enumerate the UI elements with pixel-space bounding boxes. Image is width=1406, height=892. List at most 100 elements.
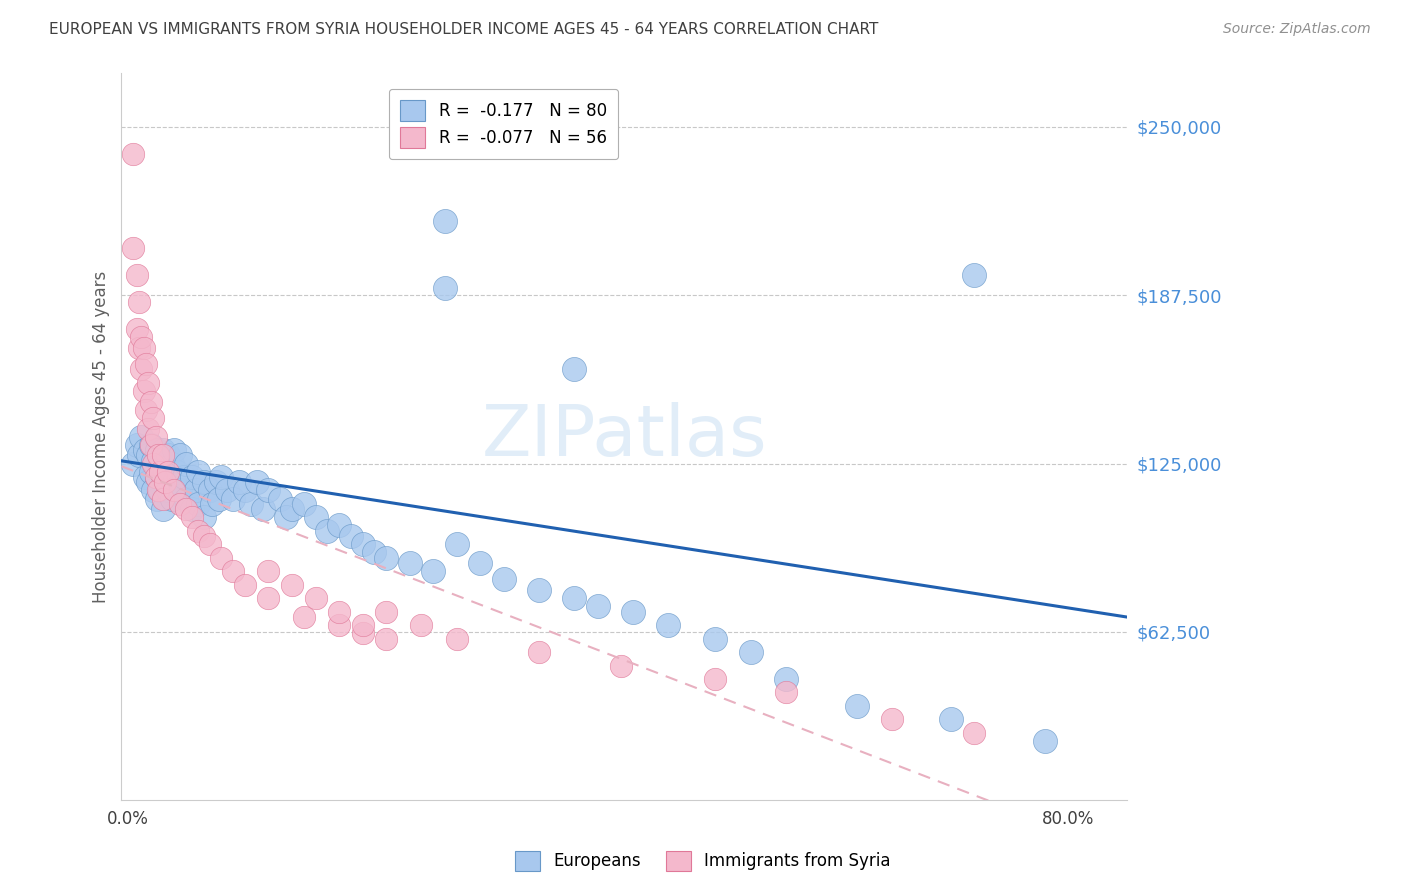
Point	[292, 610, 315, 624]
Legend: R =  -0.177   N = 80, R =  -0.077   N = 56: R = -0.177 N = 80, R = -0.077 N = 56	[388, 88, 619, 160]
Point	[142, 457, 165, 471]
Point	[166, 465, 188, 479]
Point	[239, 497, 262, 511]
Point	[122, 146, 145, 161]
Point	[562, 591, 585, 606]
Point	[139, 438, 162, 452]
Point	[740, 645, 762, 659]
Point	[398, 556, 420, 570]
Point	[125, 268, 148, 282]
Point	[527, 583, 550, 598]
Point	[145, 470, 167, 484]
Point	[193, 510, 215, 524]
Point	[131, 429, 153, 443]
Point	[339, 529, 361, 543]
Point	[134, 470, 156, 484]
Point	[149, 483, 172, 498]
Point	[433, 214, 456, 228]
Point	[939, 713, 962, 727]
Point	[128, 294, 150, 309]
Point	[135, 357, 157, 371]
Text: EUROPEAN VS IMMIGRANTS FROM SYRIA HOUSEHOLDER INCOME AGES 45 - 64 YEARS CORRELAT: EUROPEAN VS IMMIGRANTS FROM SYRIA HOUSEH…	[49, 22, 879, 37]
Point	[281, 502, 304, 516]
Point	[880, 713, 903, 727]
Y-axis label: Householder Income Ages 45 - 64 years: Householder Income Ages 45 - 64 years	[93, 270, 110, 603]
Point	[209, 550, 232, 565]
Point	[160, 457, 183, 471]
Point	[375, 550, 398, 565]
Point	[122, 241, 145, 255]
Point	[146, 483, 169, 498]
Point	[204, 475, 226, 490]
Point	[187, 524, 209, 538]
Point	[328, 618, 350, 632]
Point	[704, 632, 727, 646]
Point	[128, 341, 150, 355]
Point	[470, 556, 492, 570]
Point	[128, 449, 150, 463]
Point	[122, 457, 145, 471]
Point	[187, 465, 209, 479]
Point	[131, 362, 153, 376]
Point	[135, 402, 157, 417]
Point	[363, 545, 385, 559]
Point	[138, 475, 160, 490]
Point	[157, 483, 180, 498]
Point	[174, 502, 197, 516]
Point	[352, 626, 374, 640]
Point	[138, 449, 160, 463]
Point	[228, 475, 250, 490]
Point	[246, 475, 269, 490]
Point	[153, 465, 176, 479]
Point	[169, 449, 191, 463]
Point	[132, 341, 155, 355]
Point	[184, 483, 207, 498]
Point	[209, 470, 232, 484]
Point	[352, 537, 374, 551]
Point	[145, 491, 167, 506]
Point	[375, 632, 398, 646]
Point	[153, 475, 176, 490]
Point	[845, 698, 868, 713]
Point	[422, 564, 444, 578]
Point	[152, 449, 174, 463]
Point	[160, 491, 183, 506]
Point	[963, 268, 986, 282]
Point	[292, 497, 315, 511]
Point	[233, 578, 256, 592]
Point	[142, 454, 165, 468]
Point	[198, 537, 221, 551]
Point	[145, 429, 167, 443]
Point	[125, 438, 148, 452]
Point	[446, 632, 468, 646]
Point	[269, 491, 291, 506]
Point	[193, 529, 215, 543]
Point	[562, 362, 585, 376]
Point	[328, 518, 350, 533]
Point	[125, 322, 148, 336]
Point	[152, 502, 174, 516]
Point	[304, 510, 326, 524]
Point	[586, 599, 609, 614]
Point	[139, 465, 162, 479]
Point	[328, 605, 350, 619]
Point	[145, 443, 167, 458]
Point	[704, 672, 727, 686]
Point	[152, 491, 174, 506]
Point	[173, 470, 195, 484]
Point	[169, 483, 191, 498]
Point	[492, 572, 515, 586]
Point	[181, 510, 204, 524]
Point	[222, 564, 245, 578]
Point	[208, 491, 231, 506]
Point	[217, 483, 239, 498]
Text: Source: ZipAtlas.com: Source: ZipAtlas.com	[1223, 22, 1371, 37]
Point	[222, 491, 245, 506]
Point	[149, 457, 172, 471]
Point	[138, 421, 160, 435]
Point	[446, 537, 468, 551]
Point	[527, 645, 550, 659]
Point	[163, 443, 186, 458]
Point	[610, 658, 633, 673]
Point	[145, 470, 167, 484]
